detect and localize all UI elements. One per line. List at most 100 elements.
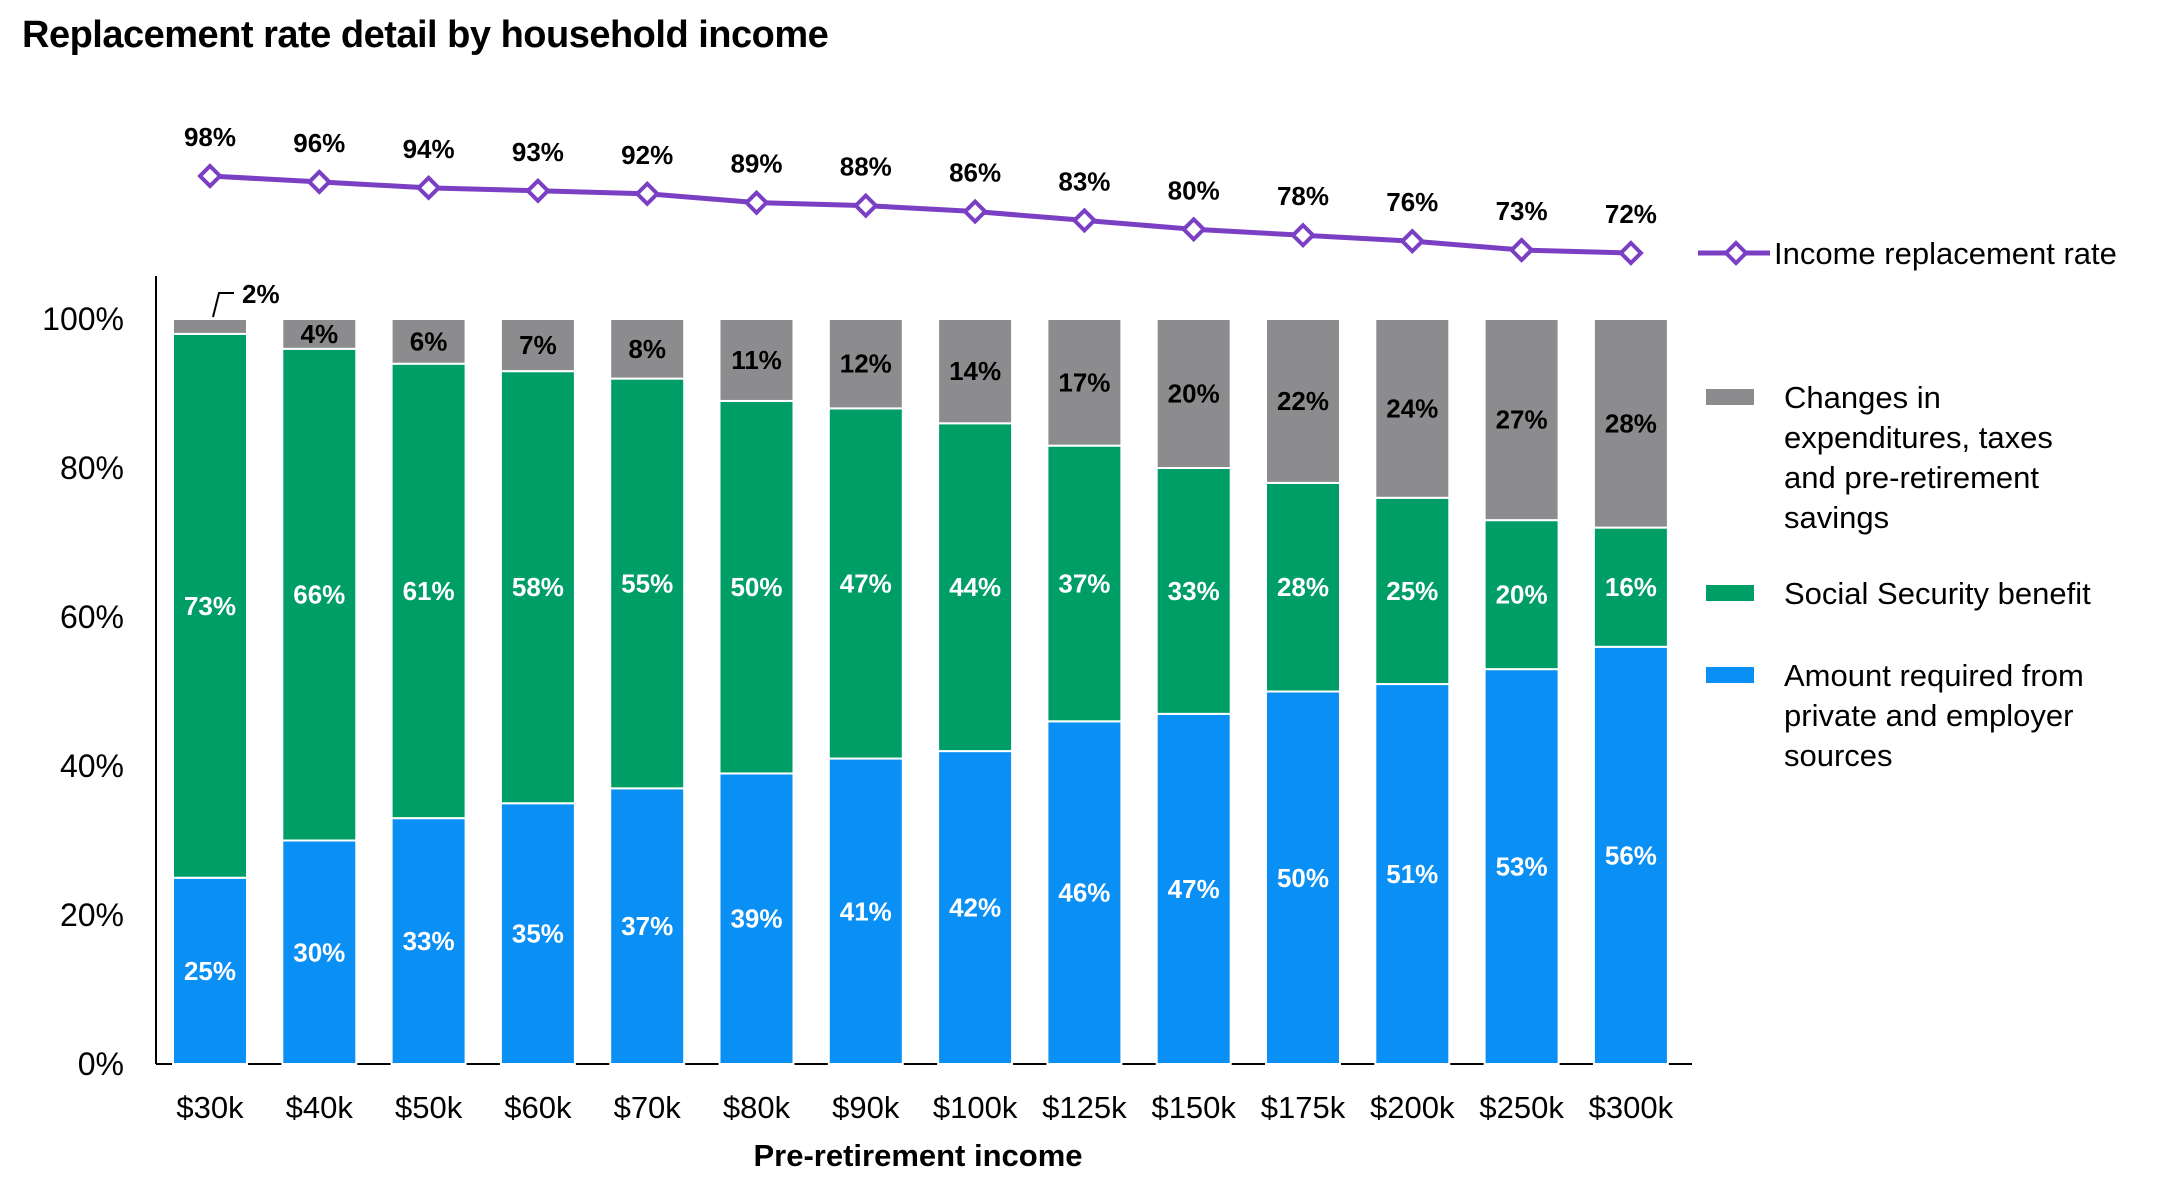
- x-tick-label: $250k: [1479, 1090, 1564, 1125]
- bar-segment-amount-required-from-private-and-employer-sources: [1155, 712, 1232, 1065]
- line-data-label: 88%: [840, 152, 892, 182]
- data-label: 30%: [293, 937, 345, 967]
- bar-segment-social-security-benefit: [1046, 444, 1123, 723]
- data-label: 6%: [410, 326, 448, 356]
- data-label: 17%: [1058, 367, 1110, 397]
- legend-label: Amount required from private and employer…: [1784, 658, 2084, 773]
- bar-segment-social-security-benefit: [609, 377, 686, 790]
- replacement-rate-line: [209, 173, 1631, 256]
- line-point-marker: [415, 175, 442, 201]
- bar-segment-changes-in-expenditures-taxes-and-pre-retirement-savings: [1265, 318, 1341, 484]
- line-point-marker: [1071, 207, 1098, 234]
- data-label: 37%: [621, 911, 673, 941]
- x-tick-label: $30k: [176, 1090, 244, 1125]
- bar-segment-social-security-benefit: [390, 362, 467, 820]
- data-label: 50%: [1277, 863, 1329, 893]
- data-label: 35%: [512, 919, 564, 949]
- bar-segment-changes-in-expenditures-taxes-and-pre-retirement-savings: [718, 318, 795, 402]
- line-data-label: 92%: [621, 140, 673, 170]
- line-data-label: 93%: [512, 137, 564, 167]
- bar-segment-changes-in-expenditures-taxes-and-pre-retirement-savings: [937, 318, 1014, 425]
- x-tick-label: $50k: [395, 1090, 463, 1125]
- line-data-label: 96%: [293, 128, 345, 158]
- data-label: 12%: [840, 349, 892, 379]
- bar-segment-changes-in-expenditures-taxes-and-pre-retirement-savings: [827, 318, 904, 410]
- x-tick-label: $60k: [504, 1090, 572, 1125]
- data-label-leader: [212, 292, 234, 318]
- y-tick-label: 20%: [60, 897, 124, 933]
- line-data-label: 86%: [949, 158, 1001, 188]
- line-point-marker: [1399, 228, 1426, 254]
- data-label: 22%: [1277, 386, 1329, 416]
- data-label: 47%: [1168, 874, 1220, 904]
- bar-segment-changes-in-expenditures-taxes-and-pre-retirement-savings: [281, 318, 358, 350]
- x-tick-label: $90k: [832, 1090, 900, 1125]
- chart-title: Replacement rate detail by household inc…: [22, 14, 829, 56]
- data-label: 53%: [1496, 852, 1548, 882]
- data-label: 55%: [621, 568, 673, 598]
- legend-swatch-social-security-benefit: [1706, 585, 1754, 601]
- bar-segment-social-security-benefit: [1483, 519, 1560, 671]
- x-tick-label: $70k: [614, 1090, 682, 1125]
- bar-segment-changes-in-expenditures-taxes-and-pre-retirement-savings: [1046, 318, 1123, 447]
- y-tick-label: 0%: [78, 1046, 124, 1082]
- data-label: 4%: [301, 319, 339, 349]
- y-tick-label: 80%: [60, 450, 124, 486]
- line-point-marker: [306, 169, 333, 195]
- bar-segment-changes-in-expenditures-taxes-and-pre-retirement-savings: [390, 318, 467, 365]
- bar-segment-amount-required-from-private-and-employer-sources: [827, 757, 904, 1065]
- data-label: 7%: [519, 330, 557, 360]
- bar-segment-social-security-benefit: [1265, 481, 1341, 693]
- bar-segment-social-security-benefit: [499, 370, 576, 805]
- bar-segment-amount-required-from-private-and-employer-sources: [172, 876, 248, 1065]
- line-data-label: 83%: [1058, 166, 1110, 196]
- x-tick-label: $200k: [1370, 1090, 1455, 1125]
- bar-segment-social-security-benefit: [718, 399, 795, 775]
- bar-segment-social-security-benefit: [937, 422, 1014, 753]
- data-label: 33%: [1168, 576, 1220, 606]
- line-point-marker: [1180, 216, 1207, 243]
- bar-segment-social-security-benefit: [172, 332, 248, 879]
- data-label: 51%: [1386, 859, 1438, 889]
- y-tick-label: 60%: [60, 599, 124, 635]
- bar-segment-amount-required-from-private-and-employer-sources: [1592, 645, 1669, 1065]
- bar-segment-changes-in-expenditures-taxes-and-pre-retirement-savings: [609, 318, 686, 380]
- data-label: 56%: [1605, 840, 1657, 870]
- bar-segment-changes-in-expenditures-taxes-and-pre-retirement-savings: [499, 318, 576, 373]
- x-tick-label: $150k: [1151, 1090, 1236, 1125]
- bar-segment-changes-in-expenditures-taxes-and-pre-retirement-savings: [1483, 318, 1560, 522]
- bar-segment-amount-required-from-private-and-employer-sources: [937, 750, 1014, 1065]
- line-point-marker: [634, 180, 661, 207]
- data-label: 37%: [1058, 568, 1110, 598]
- bar-segment-changes-in-expenditures-taxes-and-pre-retirement-savings: [1155, 318, 1232, 469]
- line-point-marker: [962, 198, 988, 225]
- x-axis-title: Pre-retirement income: [753, 1138, 1082, 1173]
- data-label: 20%: [1168, 379, 1220, 409]
- bar-segment-social-security-benefit: [827, 407, 904, 760]
- line-point-marker: [197, 163, 223, 189]
- x-tick-label: $175k: [1261, 1090, 1346, 1125]
- bar-segment-amount-required-from-private-and-employer-sources: [1046, 720, 1123, 1065]
- line-point-marker: [1508, 237, 1535, 263]
- data-label: 28%: [1277, 572, 1329, 602]
- x-tick-label: $125k: [1042, 1090, 1127, 1125]
- bar-segment-changes-in-expenditures-taxes-and-pre-retirement-savings: [172, 318, 248, 335]
- line-data-label: 98%: [184, 122, 236, 152]
- bar-segment-changes-in-expenditures-taxes-and-pre-retirement-savings: [1592, 318, 1669, 529]
- x-tick-label: $40k: [286, 1090, 354, 1125]
- data-label: 8%: [628, 334, 666, 364]
- line-point-marker: [852, 192, 879, 219]
- line-point-marker: [1618, 240, 1644, 266]
- data-label: 46%: [1058, 878, 1110, 908]
- data-label: 25%: [184, 956, 236, 986]
- data-label: 14%: [949, 356, 1001, 386]
- y-tick-label: 100%: [42, 301, 124, 337]
- data-label: 25%: [1386, 576, 1438, 606]
- data-label: 24%: [1386, 393, 1438, 423]
- legend-line-marker: [1723, 240, 1749, 266]
- bar-segment-amount-required-from-private-and-employer-sources: [609, 787, 686, 1065]
- x-tick-label: $80k: [723, 1090, 791, 1125]
- x-tick-label: $300k: [1589, 1090, 1674, 1125]
- data-label: 41%: [840, 896, 892, 926]
- line-data-label: 89%: [730, 149, 782, 179]
